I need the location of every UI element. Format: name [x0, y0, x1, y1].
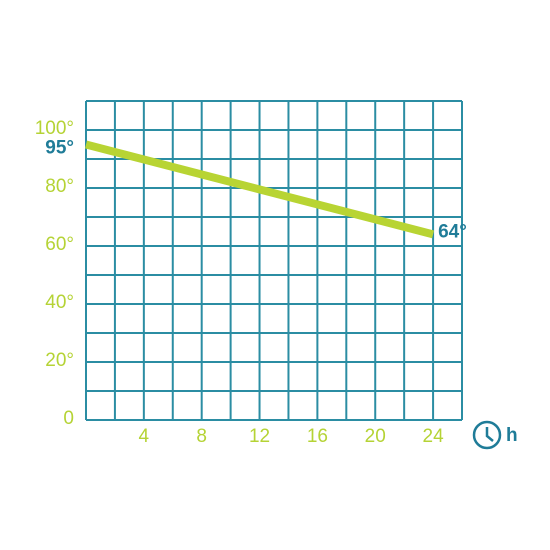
y-tick-label: 40°	[45, 292, 74, 313]
y-tick-label: 80°	[45, 176, 74, 197]
x-tick-label: 12	[249, 426, 270, 447]
x-axis-label: h	[506, 425, 518, 446]
x-tick-label: 24	[423, 426, 445, 447]
x-tick-label: 8	[196, 426, 207, 447]
y-tick-label: 0	[63, 408, 74, 429]
clock-icon	[472, 420, 502, 450]
data-line	[84, 140, 435, 239]
x-tick-label: 20	[365, 426, 386, 447]
y-tick-label: 60°	[45, 234, 74, 255]
x-tick-label: 4	[139, 426, 150, 447]
data-label: 64°	[438, 221, 467, 242]
y-tick-label: 100°	[35, 118, 74, 139]
data-label: 95°	[45, 138, 74, 159]
x-tick-label: 16	[307, 426, 328, 447]
y-tick-label: 20°	[45, 350, 74, 371]
